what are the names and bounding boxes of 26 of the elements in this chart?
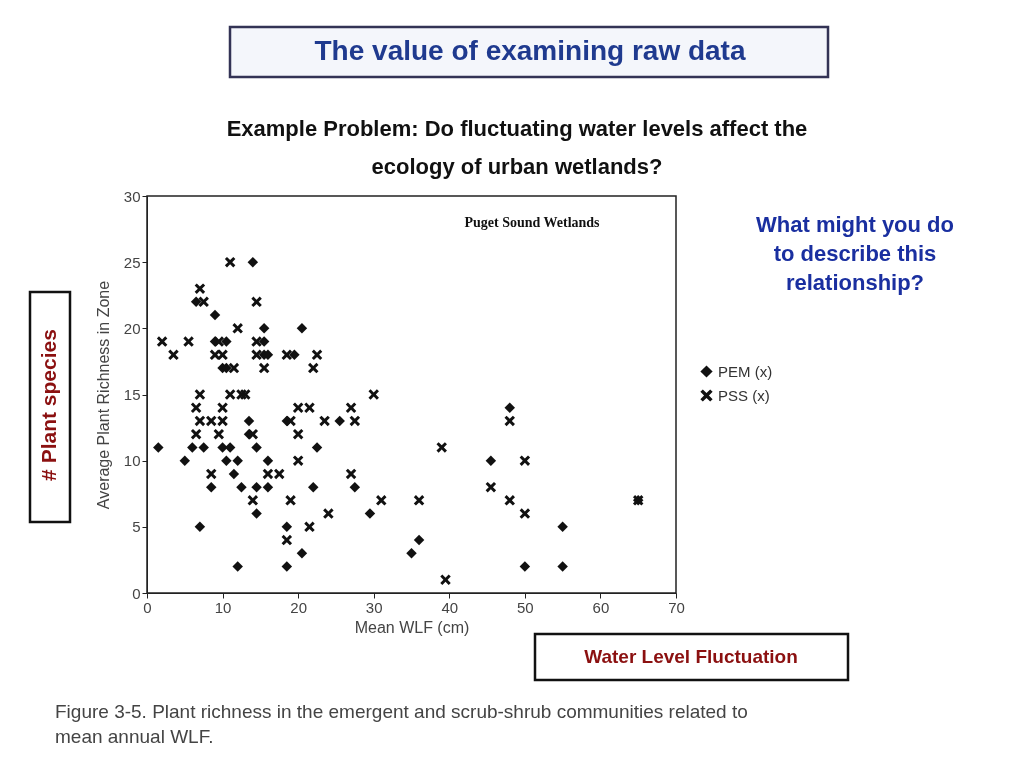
y-tick-label: 10 xyxy=(123,452,141,470)
text: # Plant species xyxy=(37,329,60,481)
x-tick-label: 0 xyxy=(143,598,152,616)
annotation: Puget Sound Wetlands xyxy=(464,215,601,230)
x-tick-label: 20 xyxy=(290,598,307,616)
y-tick-label: 30 xyxy=(123,187,141,205)
text: What might you do to describe this relationship? xyxy=(756,212,954,295)
chart-subtitle: Example Problem: Do fluctuating water levels affect the ecology of urban wetlands? xyxy=(226,116,808,179)
legend-label: PEM (x) xyxy=(718,362,773,380)
x-tick-label: 10 xyxy=(214,598,232,616)
y-axis-title: Average Plant Richness in Zone xyxy=(94,280,112,510)
y-tick-label: 20 xyxy=(123,319,141,337)
chart-title: The value of examining raw data xyxy=(314,35,746,66)
y-tick-label: 25 xyxy=(123,253,141,271)
x-axis-title: Mean WLF (cm) xyxy=(354,618,470,636)
x-tick-label: 50 xyxy=(517,598,534,616)
text: Water Level Fluctuation xyxy=(584,646,798,667)
x-tick-label: 70 xyxy=(668,598,685,616)
caption: Figure 3-5. Plant richness in the emergent and scrub-shrub communities related to mean annual WLF. xyxy=(55,701,748,747)
legend-label: PSS (x) xyxy=(718,386,770,404)
y-tick-label: 0 xyxy=(132,584,141,602)
y-tick-label: 5 xyxy=(132,518,141,536)
y-tick-label: 15 xyxy=(123,386,141,403)
x-tick-label: 60 xyxy=(592,598,610,616)
x-tick-label: 40 xyxy=(441,598,459,616)
x-tick-label: 30 xyxy=(365,598,383,616)
